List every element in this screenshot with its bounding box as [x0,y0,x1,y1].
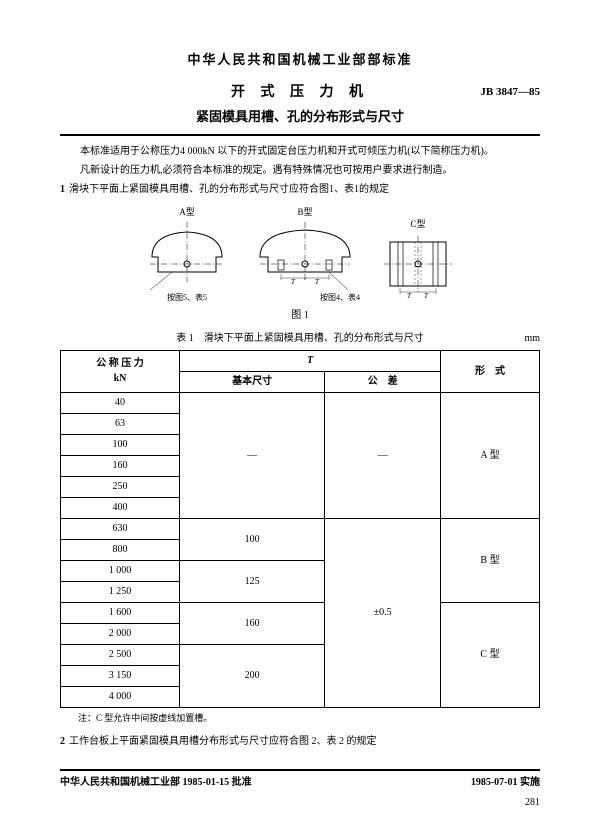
page-number: 281 [525,795,540,810]
th-form: 形 式 [441,350,540,392]
svg-text:T: T [407,292,412,300]
table-1: 公 称 压 力kN T 形 式 基本尺寸 公 差 40——A 型 63 100 … [60,350,540,708]
sec2-num: 2 [60,736,65,747]
sec1-num: 1 [60,184,65,195]
svg-text:T: T [291,278,296,286]
table-note: 注：C 型允许中间按虚线加置槽。 [60,712,540,726]
shape-b: B型 T T 按图4、表4 [250,206,360,304]
header: 中华人民共和国机械工业部部标准 [60,50,540,70]
cell: 4 000 [61,686,180,707]
table-caption-text: 表 1 滑块下平面上紧固模具用槽、孔的分布形式与尺寸 [176,333,424,344]
cell: 2 000 [61,623,180,644]
cell: B 型 [441,518,540,602]
cell: 100 [61,434,180,455]
main-title: 开 式 压 力 机 [60,82,540,103]
footer-left: 中华人民共和国机械工业部 1985-01-15 批准 [60,775,252,790]
callout-a: 按图5、表5 [142,292,232,304]
cell: 160 [61,455,180,476]
cell: 630 [61,518,180,539]
section-2: 2 工作台板上平面紧固模具用槽分布形式与尺寸应符合图 2、表 2 的规定 [60,734,540,750]
svg-text:T: T [315,278,320,286]
cell: — [325,392,441,518]
svg-text:T: T [424,292,429,300]
footer: 中华人民共和国机械工业部 1985-01-15 批准 1985-07-01 实施 [60,769,540,790]
table-unit: mm [524,331,540,346]
shape-a: A型 按图5、表5 [142,206,232,304]
footer-right: 1985-07-01 实施 [471,775,540,790]
sec1-text: 滑块下平面上紧固模具用槽、孔的分布形式与尺寸应符合图1、表1的规定 [69,184,389,195]
cell: 250 [61,476,180,497]
label-b: B型 [250,206,360,220]
th-basic: 基本尺寸 [180,371,325,392]
cell: 160 [180,602,325,644]
title-block: 开 式 压 力 机 紧固模具用槽、孔的分布形式与尺寸 JB 3847—85 [60,82,540,127]
org-title: 中华人民共和国机械工业部部标准 [60,50,540,70]
cell: 2 500 [61,644,180,665]
th-pressure-unit: kN [114,373,127,384]
cell: 800 [61,539,180,560]
sec2-text: 工作台板上平面紧固模具用槽分布形式与尺寸应符合图 2、表 2 的规定 [69,736,377,747]
standard-code: JB 3847—85 [480,84,540,101]
cell: 125 [180,560,325,602]
figure-1: A型 按图5、表5 B型 T T 按图4、表4 C型 T T 图 1 [60,206,540,323]
cell: 1 600 [61,602,180,623]
table-caption: 表 1 滑块下平面上紧固模具用槽、孔的分布形式与尺寸 mm [60,331,540,346]
fig-caption: 图 1 [60,308,540,323]
cell: 100 [180,518,325,560]
cell: C 型 [441,602,540,707]
cell: 63 [61,413,180,434]
cell: ±0.5 [325,518,441,707]
cell: 3 150 [61,665,180,686]
section-1: 1 滑块下平面上紧固模具用槽、孔的分布形式与尺寸应符合图1、表1的规定 [60,182,540,198]
cell: 40 [61,392,180,413]
th-tol: 公 差 [325,371,441,392]
intro-p2: 凡新设计的压力机,必须符合本标准的规定。遇有特殊情况也可按用户要求进行制造。 [60,163,540,179]
cell: 1 250 [61,581,180,602]
callout-b: 按图4、表4 [250,292,360,304]
th-t: T [180,350,441,371]
th-pressure: 公 称 压 力 [96,358,144,369]
cell: 1 000 [61,560,180,581]
shape-c: C型 T T [378,218,458,304]
label-a: A型 [142,206,232,220]
cell: — [180,392,325,518]
cell: A 型 [441,392,540,518]
cell: 400 [61,497,180,518]
sub-title: 紧固模具用槽、孔的分布形式与尺寸 [60,107,540,127]
intro-p1: 本标准适用于公称压力4 000kN 以下的开式固定台压力机和开式可倾压力机(以下… [60,144,540,160]
label-c: C型 [378,218,458,232]
cell: 200 [180,644,325,707]
divider [60,134,540,136]
